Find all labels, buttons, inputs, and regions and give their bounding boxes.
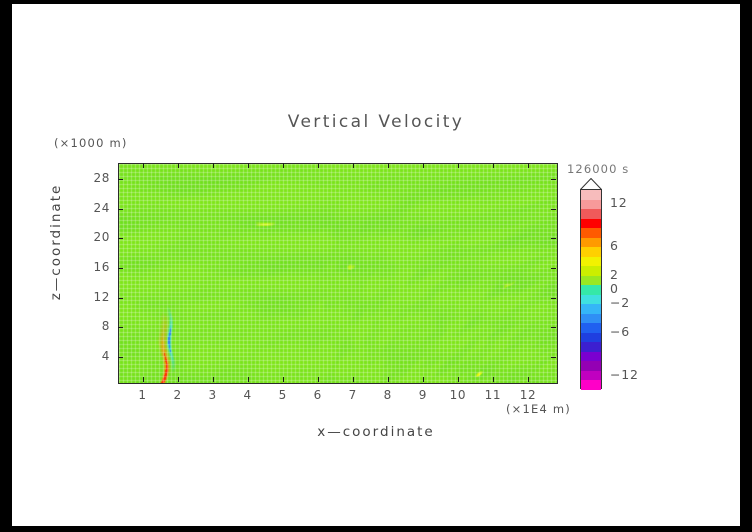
x-tick-label: 5 <box>278 388 287 402</box>
colorbar-segment <box>581 294 601 305</box>
x-tick <box>457 163 459 168</box>
x-tick-label: 2 <box>173 388 182 402</box>
x-tick <box>352 163 354 168</box>
colorbar-segment <box>581 218 601 229</box>
y-axis-title: z—coordinate <box>48 183 64 301</box>
x-tick <box>352 377 354 382</box>
colorbar-tick-label: −2 <box>610 295 631 311</box>
colorbar-tick-label: 6 <box>610 238 619 254</box>
x-tick <box>212 163 214 168</box>
page-title: Vertical Velocity <box>287 112 465 132</box>
y-tick <box>551 238 556 240</box>
colorbar-segment <box>581 199 601 210</box>
colorbar-tick-label: 12 <box>610 195 628 211</box>
y-tick <box>551 208 556 210</box>
colorbar-segment <box>581 190 601 200</box>
y-tick <box>118 356 123 358</box>
y-tick <box>118 179 123 181</box>
y-tick-label: 4 <box>101 348 110 363</box>
y-tick <box>118 208 123 210</box>
x-tick <box>492 163 494 168</box>
colorbar-segment <box>581 247 601 257</box>
x-axis-unit-label: (×1E4 m) <box>506 402 571 416</box>
x-tick <box>282 163 284 168</box>
x-tick <box>387 377 389 382</box>
colorbar: 12 6 2 0 −2 −6 −12 <box>580 178 638 390</box>
timestamp-label: 126000 s <box>567 162 630 176</box>
colorbar-segment <box>581 332 601 343</box>
x-tick-label: 12 <box>519 388 537 402</box>
colorbar-segment <box>581 256 601 267</box>
x-tick <box>247 163 249 168</box>
x-tick <box>177 163 179 168</box>
x-tick-label: 6 <box>313 388 322 402</box>
x-tick <box>317 377 319 382</box>
colorbar-segment <box>581 228 601 238</box>
plot-canvas: Vertical Velocity (×1000 m) (×1E4 m) 126… <box>12 4 740 526</box>
x-tick-label: 10 <box>449 388 467 402</box>
y-tick-label: 8 <box>101 319 110 334</box>
velocity-field <box>119 164 557 383</box>
y-tick <box>551 356 556 358</box>
colorbar-tick-label: 2 <box>610 266 619 282</box>
x-tick-label: 11 <box>484 388 502 402</box>
y-tick <box>118 238 123 240</box>
y-tick <box>551 268 556 270</box>
x-tick <box>457 377 459 382</box>
y-tick <box>551 327 556 329</box>
y-tick-label: 28 <box>93 171 110 186</box>
y-tick <box>118 297 123 299</box>
x-tick-label: 8 <box>383 388 392 402</box>
colorbar-segment <box>581 285 601 295</box>
y-tick <box>118 268 123 270</box>
colorbar-segment <box>581 266 601 276</box>
x-tick <box>422 377 424 382</box>
colorbar-segment <box>581 313 601 324</box>
y-tick-label: 16 <box>93 260 110 275</box>
y-tick <box>551 297 556 299</box>
y-tick <box>551 179 556 181</box>
x-tick <box>212 377 214 382</box>
x-axis-title: x—coordinate <box>317 424 435 440</box>
colorbar-segment <box>581 351 601 362</box>
x-tick <box>317 163 319 168</box>
x-tick-label: 4 <box>243 388 252 402</box>
heatmap-plot-area <box>118 163 558 384</box>
x-tick-label: 1 <box>138 388 147 402</box>
colorbar-segment <box>581 304 601 314</box>
x-tick <box>142 377 144 382</box>
x-tick-label: 9 <box>418 388 427 402</box>
colorbar-tick-label: −12 <box>610 366 639 382</box>
colorbar-tick-label: 0 <box>610 281 619 296</box>
x-tick <box>247 377 249 382</box>
x-tick <box>492 377 494 382</box>
y-tick <box>118 327 123 329</box>
colorbar-segment <box>581 342 601 352</box>
x-tick <box>422 163 424 168</box>
colorbar-segment <box>581 237 601 248</box>
colorbar-segment <box>581 380 601 390</box>
colorbar-segment <box>581 323 601 333</box>
x-tick <box>527 377 529 382</box>
y-axis-unit-label: (×1000 m) <box>54 136 128 150</box>
x-tick <box>387 163 389 168</box>
y-tick-label: 24 <box>93 200 110 215</box>
x-tick <box>177 377 179 382</box>
y-tick-label: 20 <box>93 230 110 245</box>
x-tick-label: 3 <box>208 388 217 402</box>
field-canvas <box>119 164 557 383</box>
colorbar-segment <box>581 275 601 286</box>
colorbar-gradient <box>580 189 602 390</box>
colorbar-segment <box>581 209 601 219</box>
colorbar-segment <box>581 370 601 381</box>
colorbar-tick-label: −6 <box>610 323 631 339</box>
x-tick <box>527 163 529 168</box>
x-tick-label: 7 <box>348 388 357 402</box>
colorbar-segment <box>581 361 601 371</box>
x-tick <box>282 377 284 382</box>
x-tick <box>142 163 144 168</box>
y-tick-label: 12 <box>93 289 110 304</box>
